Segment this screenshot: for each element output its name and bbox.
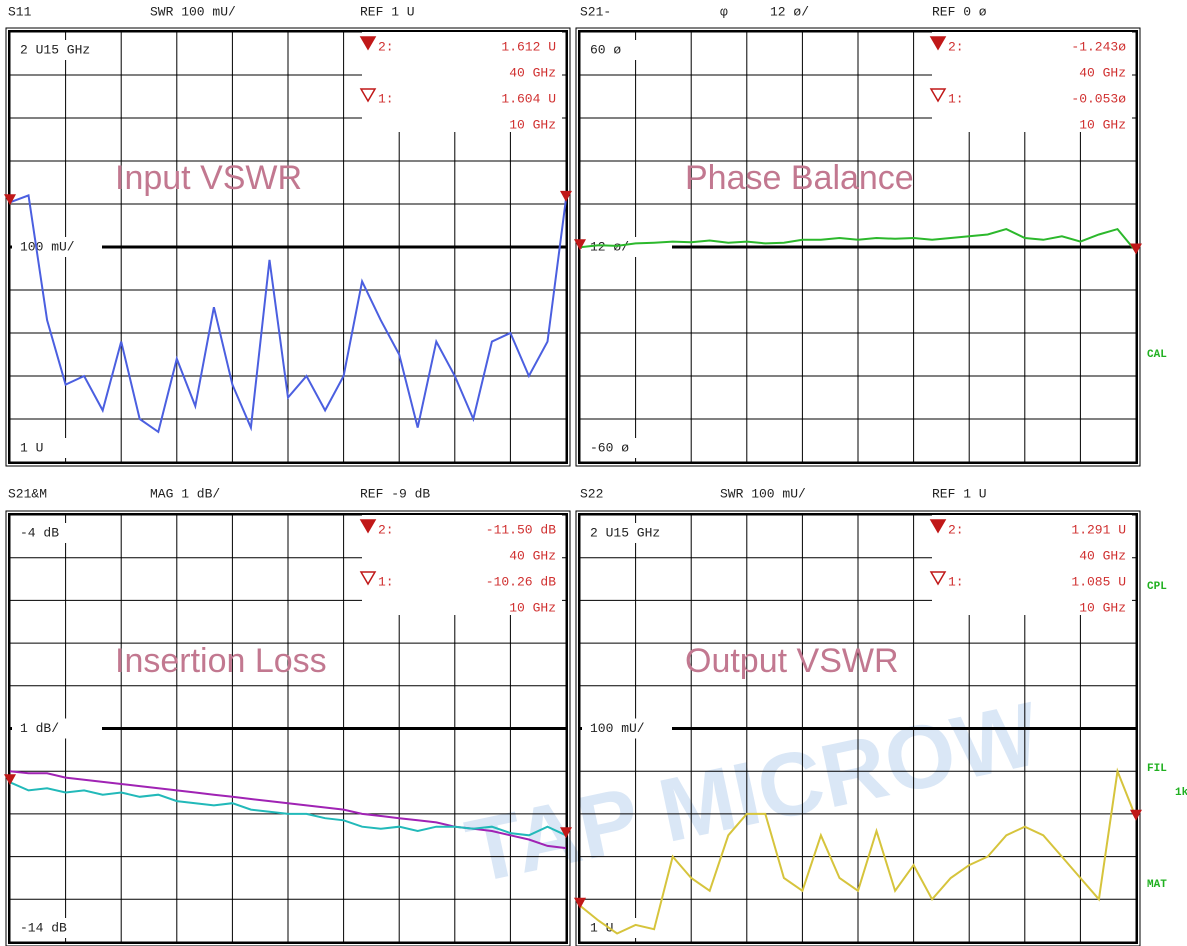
trace-marker: [4, 194, 16, 206]
trace-marker: [1130, 243, 1142, 255]
marker-icon: [359, 519, 377, 534]
plot-frame: [5, 510, 571, 946]
side-label: FIL: [1147, 763, 1167, 775]
trace: [9, 781, 567, 837]
header-text: S21-: [580, 4, 611, 19]
trace-marker: [4, 774, 16, 786]
marker-freq: 10 GHz: [1079, 117, 1126, 132]
marker-freq: 10 GHz: [509, 600, 556, 615]
bottom-label: 1 U: [590, 920, 613, 935]
plot-frame: [5, 27, 571, 467]
trace-title: Output VSWR: [685, 642, 899, 680]
marker-value: -1.243ø: [1071, 39, 1126, 54]
marker-freq: 40 GHz: [1079, 65, 1126, 80]
header-text: REF 1 U: [360, 4, 415, 19]
top-label: 60 ø: [590, 42, 621, 57]
marker-icon: [929, 519, 947, 534]
trace-title: Phase Balance: [685, 159, 914, 197]
header-text: S22: [580, 486, 603, 501]
marker-box: [362, 32, 562, 132]
header-text: SWR 100 mU/: [720, 486, 806, 501]
header-text: 12 ø/: [770, 4, 809, 19]
header-text: SWR 100 mU/: [150, 4, 236, 19]
trace-marker: [574, 897, 586, 909]
marker-icon: [359, 36, 377, 51]
trace-title: Insertion Loss: [115, 642, 327, 680]
bottom-label: 1 U: [20, 440, 43, 455]
label-bg: [12, 523, 102, 543]
marker-value: 1.291 U: [1071, 522, 1126, 537]
marker-value: -10.26 dB: [486, 574, 556, 589]
ref-label: 100 mU/: [590, 721, 645, 736]
top-label: 2 U15 GHz: [590, 525, 660, 540]
header-text: S11: [8, 4, 32, 19]
label-bg: [582, 438, 672, 458]
marker-icon: [359, 88, 377, 103]
marker-value: -11.50 dB: [486, 522, 556, 537]
marker-label: 1:: [948, 91, 964, 106]
marker-freq: 10 GHz: [1079, 600, 1126, 615]
marker-label: 1:: [948, 574, 964, 589]
side-label: CPL: [1147, 581, 1167, 593]
marker-label: 1:: [378, 91, 394, 106]
trace: [579, 227, 1137, 253]
bottom-label: -14 dB: [20, 920, 67, 935]
trace-title: Input VSWR: [115, 159, 302, 197]
label-bg: [582, 718, 672, 739]
header-text: φ: [720, 4, 728, 19]
marker-freq: 40 GHz: [509, 65, 556, 80]
marker-icon: [929, 571, 947, 586]
label-bg: [582, 40, 672, 60]
bottom-label: -60 ø: [590, 440, 629, 455]
header-text: REF 0 ø: [932, 4, 987, 19]
ref-label: 100 mU/: [20, 239, 75, 254]
marker-value: 1.085 U: [1071, 574, 1126, 589]
header-text: MAG 1 dB/: [150, 486, 220, 501]
marker-freq: 40 GHz: [509, 548, 556, 563]
marker-label: 2:: [378, 39, 394, 54]
top-label: 2 U15 GHz: [20, 42, 90, 57]
marker-label: 1:: [378, 574, 394, 589]
plot-frame: [8, 30, 568, 464]
marker-value: 1.612 U: [501, 39, 556, 54]
label-bg: [582, 523, 672, 543]
side-label: MAT: [1147, 879, 1167, 891]
label-bg: [12, 438, 102, 458]
plot-frame: [575, 510, 1141, 946]
header-text: S21&M: [8, 486, 47, 501]
marker-box: [362, 515, 562, 615]
header-text: REF 1 U: [932, 486, 987, 501]
label-bg: [12, 718, 102, 739]
trace-marker: [560, 827, 572, 839]
marker-icon: [359, 571, 377, 586]
top-label: -4 dB: [20, 525, 59, 540]
marker-label: 2:: [378, 522, 394, 537]
header-text: REF -9 dB: [360, 486, 430, 501]
marker-label: 2:: [948, 39, 964, 54]
trace: [9, 194, 567, 434]
side-label: 1k: [1175, 787, 1187, 799]
plot-frame: [578, 513, 1138, 944]
marker-box: [932, 32, 1132, 132]
label-bg: [12, 918, 102, 938]
ref-label: 1 dB/: [20, 721, 59, 736]
marker-icon: [929, 36, 947, 51]
marker-freq: 40 GHz: [1079, 548, 1126, 563]
ref-label: 12 ø/: [590, 239, 629, 254]
trace-marker: [1130, 809, 1142, 821]
trace-marker: [560, 190, 572, 202]
side-label: CAL: [1147, 349, 1167, 361]
marker-icon: [929, 88, 947, 103]
watermark: TAP MICROW: [458, 684, 1048, 903]
marker-value: 1.604 U: [501, 91, 556, 106]
trace-marker: [574, 239, 586, 251]
marker-box: [932, 515, 1132, 615]
label-bg: [12, 40, 102, 60]
trace: [579, 767, 1137, 935]
marker-freq: 10 GHz: [509, 117, 556, 132]
plot-frame: [8, 513, 568, 944]
marker-label: 2:: [948, 522, 964, 537]
marker-value: -0.053ø: [1071, 91, 1126, 106]
